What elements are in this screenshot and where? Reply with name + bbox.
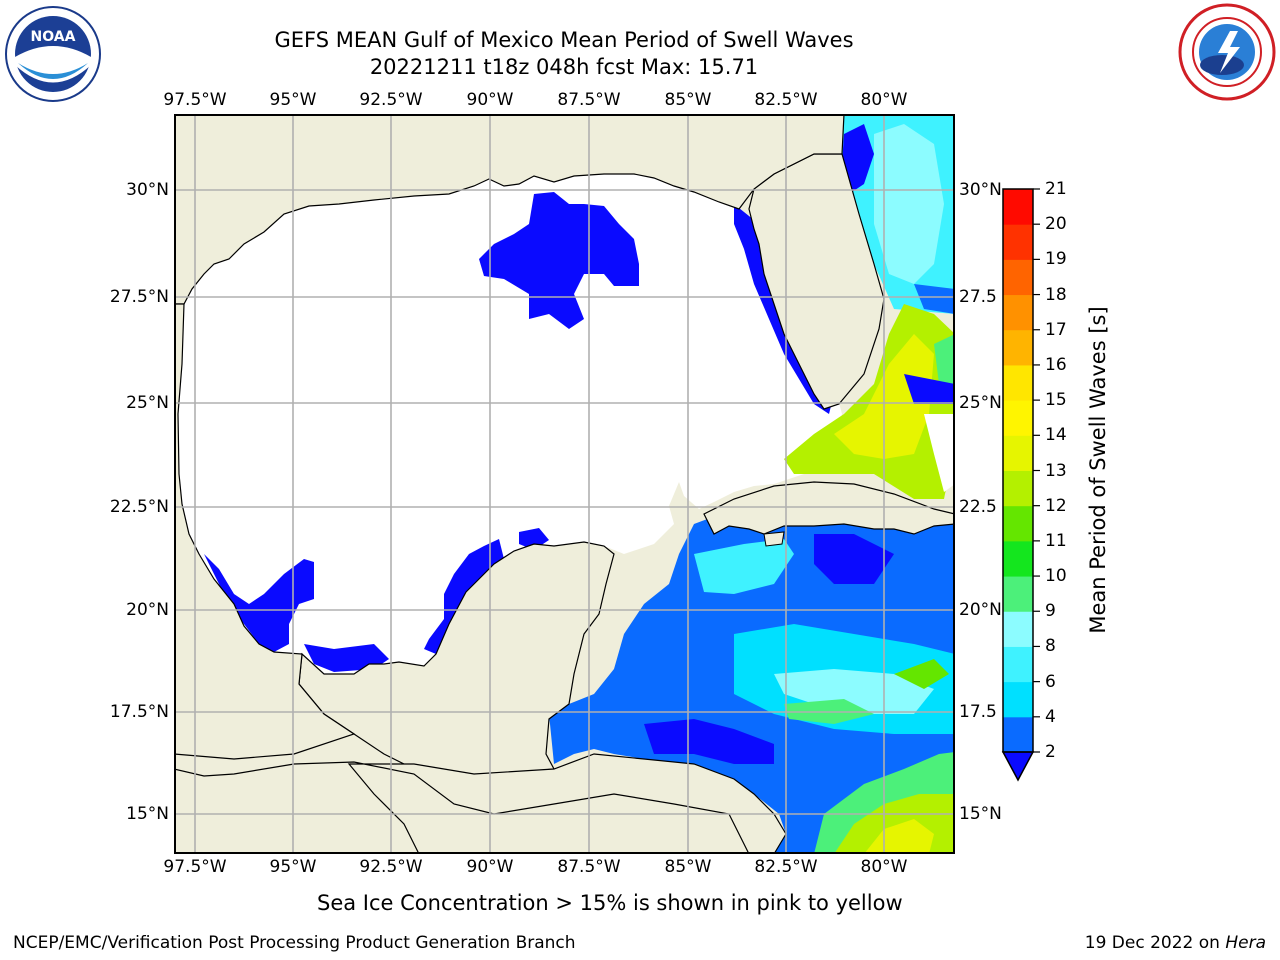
lat-tick-left: 20°N — [126, 600, 169, 620]
colorbar-tick-label: 19 — [1045, 249, 1067, 270]
lon-tick-top: 82.5°W — [754, 90, 818, 110]
lon-tick-bottom: 92.5°W — [359, 857, 423, 877]
lon-tick-top: 85°W — [664, 90, 712, 110]
lon-tick-bottom: 95°W — [269, 857, 317, 877]
lon-tick-top: 90°W — [466, 90, 514, 110]
footer-date-text: 19 Dec 2022 on — [1084, 933, 1220, 953]
mexico-mainland — [174, 303, 356, 760]
footer-host: Hera — [1225, 933, 1266, 953]
lon-tick-bottom: 97.5°W — [163, 857, 227, 877]
cuba — [703, 481, 955, 535]
colorbar-swatch — [1003, 611, 1033, 647]
colorbar-swatch — [1003, 364, 1033, 401]
colorbar-label: Mean Period of Swell Waves [s] — [1086, 306, 1110, 634]
lon-tick-bottom: 85°W — [664, 857, 712, 877]
lat-tick-left: 17.5°N — [109, 702, 169, 722]
swell-patch — [424, 539, 504, 654]
lon-tick-top: 97.5°W — [163, 90, 227, 110]
lon-tick-bottom: 82.5°W — [754, 857, 818, 877]
lon-tick-top: 80°W — [860, 90, 908, 110]
lat-tick-right: 15°N — [959, 804, 1002, 824]
svg-text:NOAA: NOAA — [31, 29, 76, 45]
footer-date: 19 Dec 2022 on Hera — [1085, 933, 1266, 953]
colorbar-tick-label: 21 — [1045, 179, 1067, 199]
gulf-of-mexico — [178, 174, 842, 674]
colorbar-tick-label: 15 — [1045, 390, 1067, 411]
colorbar-swatch — [1003, 259, 1033, 296]
lat-tick-right: 25°N — [959, 393, 1002, 413]
colorbar-swatch — [1003, 716, 1033, 753]
swell-patch — [204, 554, 314, 652]
florida — [748, 153, 885, 410]
lat-tick-left: 22.5°N — [109, 497, 169, 517]
lat-tick-left: 27.5°N — [109, 287, 169, 307]
colorbar-tick-label: 6 — [1045, 671, 1056, 692]
colorbar-swatch — [1003, 294, 1033, 331]
lat-tick-left: 25°N — [126, 393, 169, 413]
lat-tick-left: 30°N — [126, 180, 169, 200]
nws-logo-icon — [1178, 3, 1276, 101]
lon-tick-bottom: 80°W — [860, 857, 908, 877]
colorbar-swatch — [1003, 435, 1033, 471]
lat-tick-right: 17.5 — [959, 702, 997, 722]
colorbar-tick-label: 10 — [1045, 566, 1067, 587]
colorbar-swatch — [1003, 646, 1033, 683]
colorbar-swatch — [1003, 681, 1033, 718]
swell-patch — [479, 192, 639, 329]
lon-tick-bottom: 90°W — [466, 857, 514, 877]
colorbar-tick-label: 8 — [1045, 636, 1056, 657]
colorbar-tick-label: 16 — [1045, 354, 1067, 375]
colorbar-extend-arrow — [1001, 751, 1035, 782]
lon-tick-top: 95°W — [269, 90, 317, 110]
lat-tick-right: 27.5 — [959, 287, 997, 307]
lat-tick-right: 20°N — [959, 600, 1002, 620]
colorbar-swatch — [1003, 329, 1033, 366]
lat-tick-left: 15°N — [126, 804, 169, 824]
lat-tick-right: 22.5 — [959, 497, 997, 517]
colorbar-swatch — [1003, 224, 1033, 260]
colorbar-tick-label: 20 — [1045, 214, 1067, 235]
colorbar-tick-label: 13 — [1045, 460, 1067, 481]
colorbar-tick-label: 14 — [1045, 425, 1067, 446]
colorbar-swatch — [1003, 189, 1033, 225]
colorbar-tick-label: 12 — [1045, 495, 1067, 516]
noaa-logo-icon: NOAA — [5, 6, 101, 102]
colorbar-swatch — [1003, 470, 1033, 507]
lon-tick-top: 92.5°W — [359, 90, 423, 110]
colorbar-tick-label: 2 — [1045, 742, 1056, 762]
chart-title: GEFS MEAN Gulf of Mexico Mean Period of … — [274, 28, 854, 52]
us-gulf-coast — [174, 114, 845, 305]
colorbar-tick-label: 18 — [1045, 284, 1067, 305]
chart-subtitle: 20221211 t18z 048h fcst Max: 15.71 — [369, 55, 759, 79]
colorbar-swatch — [1003, 400, 1033, 436]
lat-tick-right: 30°N — [959, 180, 1002, 200]
colorbar-tick-label: 9 — [1045, 601, 1056, 622]
colorbar-tick-label: 17 — [1045, 319, 1067, 340]
lon-tick-bottom: 87.5°W — [557, 857, 621, 877]
colorbar-tick-label: 11 — [1045, 530, 1067, 551]
colorbar — [1001, 188, 1040, 782]
colorbar-swatch — [1003, 505, 1033, 542]
grid-lines — [174, 114, 955, 854]
colorbar-swatch — [1003, 540, 1033, 577]
lon-tick-top: 87.5°W — [557, 90, 621, 110]
sea-ice-note: Sea Ice Concentration > 15% is shown in … — [317, 891, 903, 915]
map-panel — [174, 114, 955, 854]
footer-credit: NCEP/EMC/Verification Post Processing Pr… — [13, 933, 576, 953]
colorbar-tick-label: 4 — [1045, 706, 1056, 727]
colorbar-swatch — [1003, 576, 1033, 612]
